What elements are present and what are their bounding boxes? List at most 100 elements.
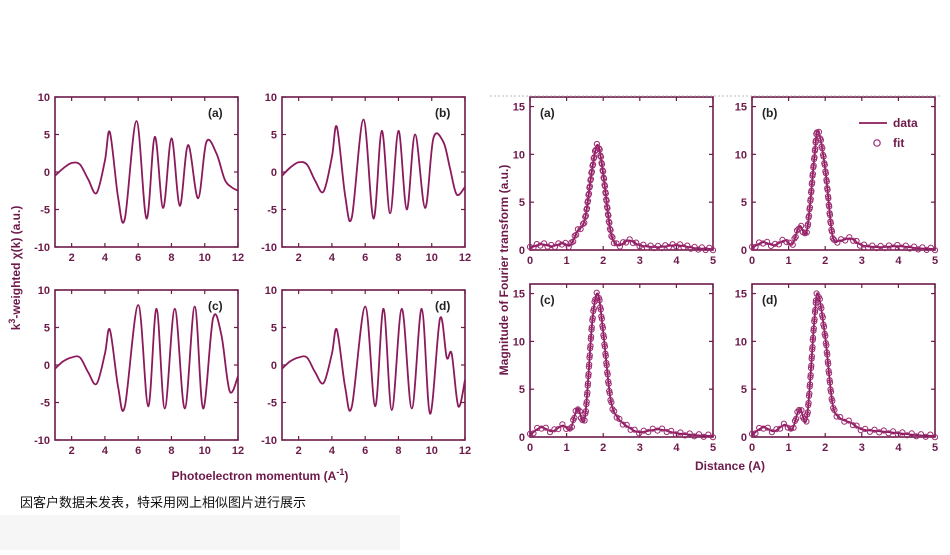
panel-ft-3: 0 1 2 3 4 5 15 10 5 0 (c): [513, 283, 717, 454]
fit-point: [772, 240, 779, 247]
fit-point: [809, 344, 816, 351]
x-tick-label: 12: [459, 252, 471, 264]
fit-point: [811, 316, 818, 323]
fit-point: [805, 221, 812, 228]
panel-label: (b): [762, 106, 777, 120]
y-tick-label: 5: [741, 384, 747, 396]
panel-label: (d): [762, 293, 777, 307]
panel-exafs-2: 2 4 6 8 10 12 10 5 0 -5 -10 (b): [261, 92, 471, 264]
fit-point: [752, 243, 759, 251]
x-tick-label: 12: [232, 445, 244, 457]
fit-point: [608, 233, 615, 240]
fit-point: [806, 390, 813, 397]
fit-point: [815, 128, 823, 135]
fit-point: [709, 247, 717, 254]
fit-point: [806, 383, 813, 390]
fit-point: [604, 205, 611, 212]
fit-point: [526, 243, 534, 250]
x-tick-label: 4: [102, 252, 109, 264]
fit-point: [834, 239, 841, 246]
fit-point: [576, 408, 583, 415]
x-tick-label: 2: [600, 255, 606, 267]
y-tick-label: 0: [519, 245, 525, 257]
fit-point: [817, 137, 825, 144]
fit-point: [574, 406, 582, 413]
y-tick-label: -10: [34, 435, 50, 447]
fit-point: [542, 424, 549, 431]
x-tick-label: 6: [135, 252, 141, 264]
panel-ft-2: 0 1 2 3 4 5 15 10 5 0 (b): [735, 96, 939, 267]
fit-point: [807, 374, 814, 381]
fit-point: [571, 414, 578, 421]
fit-point: [609, 234, 616, 241]
fit-point: [687, 245, 695, 252]
fit-point: [803, 229, 810, 236]
y-axis-title-exafs: k3-weighted χ(k) (a.u.): [7, 206, 23, 331]
fit-point: [881, 245, 888, 252]
fit-point: [601, 343, 609, 350]
fit-point: [555, 426, 562, 433]
fit-point: [790, 424, 797, 431]
fit-point: [705, 431, 712, 438]
fit-point: [606, 219, 613, 226]
data-line: [281, 305, 466, 415]
fit-point: [807, 372, 814, 379]
fit-point: [606, 390, 613, 397]
x-tick-label: 12: [232, 252, 244, 264]
fit-point: [833, 413, 840, 420]
fit-point: [583, 391, 591, 398]
fit-point: [806, 381, 814, 388]
fit-point: [636, 430, 643, 437]
x-tick-label: 2: [822, 442, 828, 454]
x-tick-label: 1: [564, 442, 570, 454]
y-tick-label: 10: [735, 149, 747, 161]
fit-point: [533, 241, 540, 248]
fit-point: [850, 237, 857, 244]
fit-point: [573, 231, 580, 238]
fit-point: [585, 363, 593, 370]
x-tick-label: 4: [102, 445, 109, 457]
fit-point: [571, 232, 578, 239]
panel-exafs-1: 2 4 6 8 10 12 10 5 0 -5 -10 (a): [34, 92, 244, 264]
y-tick-label: 10: [513, 336, 525, 348]
fit-point: [826, 203, 833, 210]
y-tick-label: 15: [735, 102, 747, 114]
fit-point: [805, 402, 812, 409]
x-tick-label: 8: [168, 445, 174, 457]
x-tick-label: 3: [637, 255, 643, 267]
fit-point: [748, 243, 756, 250]
fit-point: [583, 398, 590, 405]
y-tick-label: -5: [267, 398, 277, 410]
fit-point: [563, 425, 570, 432]
fit-point: [611, 408, 618, 415]
x-tick-label: 10: [426, 445, 438, 457]
fit-point: [806, 212, 813, 219]
fit-point: [602, 350, 609, 357]
fit-point: [610, 240, 618, 247]
y-tick-label: 0: [271, 360, 277, 372]
fit-point: [806, 204, 814, 211]
fit-point: [568, 423, 576, 430]
fit-point: [686, 430, 693, 437]
y-tick-label: 0: [741, 432, 747, 444]
fit-point: [590, 161, 597, 168]
fit-point: [636, 243, 643, 250]
fit-point: [598, 315, 606, 322]
fit-point: [680, 244, 687, 251]
panel-ft-4: 0 1 2 3 4 5 15 10 5 0 (d): [735, 283, 939, 454]
fit-point: [756, 424, 763, 432]
fit-point: [808, 187, 815, 194]
fit-point: [808, 355, 815, 362]
fit-point: [823, 178, 830, 185]
fit-point: [616, 243, 624, 250]
x-axis-title-ft: Distance (A): [695, 459, 765, 473]
panel-label: (a): [540, 106, 555, 120]
fit-point: [812, 299, 819, 306]
fit-point: [586, 354, 593, 361]
y-tick-label: -5: [40, 398, 50, 410]
fit-point: [862, 425, 869, 432]
fit-point: [709, 434, 717, 441]
data-line: [54, 120, 239, 224]
legend-fit-label: fit: [893, 136, 904, 150]
x-tick-label: 10: [426, 252, 438, 264]
